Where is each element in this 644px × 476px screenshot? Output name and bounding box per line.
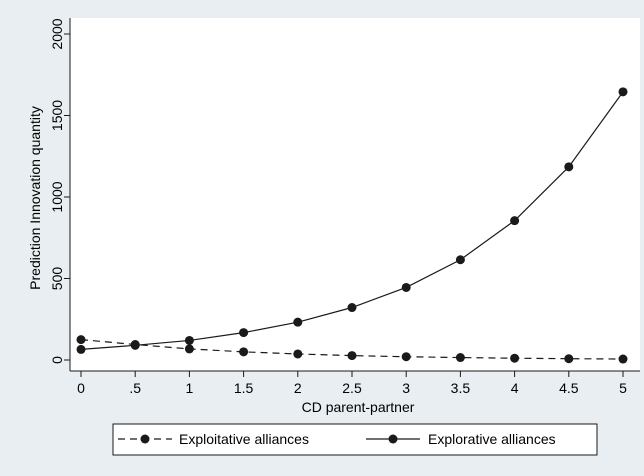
plot-area	[70, 18, 640, 371]
data-point-explorative	[401, 282, 411, 292]
data-point-exploitative	[564, 354, 574, 364]
x-axis: 0 .5 1 1.5 2 2.5 3 3.5 4 4.5 5	[70, 370, 640, 396]
x-tick-label: 5	[619, 380, 627, 396]
x-tick-label: 2	[294, 380, 302, 396]
data-point-explorative	[239, 328, 249, 338]
data-point-explorative	[347, 303, 357, 313]
legend-swatch-exploitative-marker	[140, 434, 150, 444]
y-tick-label: 2000	[49, 18, 65, 49]
data-point-exploitative	[293, 349, 303, 359]
x-axis-title: CD parent-partner	[302, 399, 415, 415]
data-point-explorative	[130, 340, 140, 350]
y-tick-label: 1500	[49, 100, 65, 131]
series-layer	[76, 87, 628, 364]
data-point-exploitative	[76, 335, 86, 345]
legend-box	[112, 423, 598, 456]
x-tick-label: 4	[511, 380, 519, 396]
y-axis: 0 500 1000 1500 2000	[49, 18, 71, 371]
series-line-exploitative	[80, 339, 624, 360]
x-tick-label: 4.5	[559, 380, 579, 396]
data-point-explorative	[184, 335, 194, 345]
data-point-explorative	[293, 317, 303, 327]
legend-label-exploitative: Exploitative alliances	[179, 431, 309, 447]
x-tick-label: 1	[186, 380, 194, 396]
legend-item-exploitative: Exploitative alliances	[118, 431, 309, 447]
data-point-exploitative	[510, 353, 520, 363]
legend-item-explorative: Explorative alliances	[366, 431, 556, 447]
legend-label-explorative: Explorative alliances	[428, 431, 556, 447]
data-point-explorative	[618, 87, 628, 97]
data-point-exploitative	[347, 351, 357, 361]
data-point-explorative	[510, 216, 520, 226]
x-tick-label: 1.5	[234, 380, 254, 396]
data-point-explorative	[564, 162, 574, 172]
legend-swatch-explorative-marker	[388, 434, 398, 444]
data-point-exploitative	[401, 352, 411, 362]
data-point-exploitative	[184, 344, 194, 354]
x-tick-label: .5	[129, 380, 141, 396]
data-point-exploitative	[618, 354, 628, 364]
y-axis-title: Prediction Innovation quantity	[27, 106, 43, 290]
data-point-explorative	[455, 255, 465, 265]
y-tick-label: 0	[49, 356, 65, 364]
data-point-exploitative	[239, 347, 249, 357]
x-tick-label: 3	[402, 380, 410, 396]
data-point-exploitative	[455, 353, 465, 363]
x-tick-label: 2.5	[342, 380, 362, 396]
y-tick-label: 500	[49, 267, 65, 291]
y-tick-label: 1000	[49, 181, 65, 212]
legend: Exploitative alliances Explorative allia…	[112, 423, 598, 456]
x-tick-label: 0	[77, 380, 85, 396]
data-point-explorative	[76, 344, 86, 354]
x-tick-label: 3.5	[451, 380, 471, 396]
